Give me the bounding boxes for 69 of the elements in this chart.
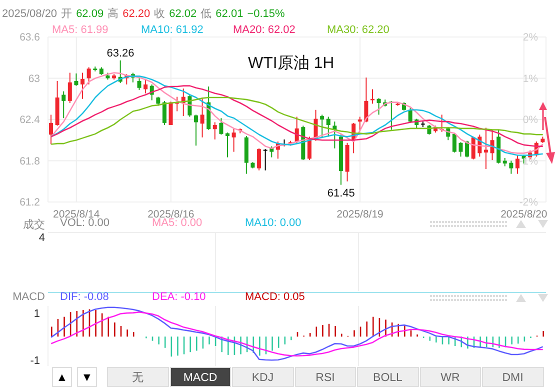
series-label: DIF: -0.08 <box>60 291 109 303</box>
candlestick <box>326 116 330 138</box>
y-tick-label: 1 <box>34 308 40 320</box>
line-series <box>50 96 544 145</box>
candlestick <box>212 122 217 140</box>
text: MA10: 61.92 <box>141 24 204 36</box>
candlestick <box>74 72 78 86</box>
candlestick <box>358 116 362 132</box>
y-tick-label: 61.8 <box>20 155 40 168</box>
text: BOLL <box>357 367 418 387</box>
text: DMI <box>482 367 544 387</box>
y-tick-label: 62.4 <box>20 114 40 126</box>
y-tick-label: -1 <box>30 355 40 368</box>
candlestick <box>137 78 142 90</box>
candlestick <box>144 78 148 94</box>
text: MACD: 0.05 <box>245 291 305 303</box>
text: WR <box>420 367 481 387</box>
text: 4 <box>38 232 45 244</box>
text: 成交 <box>23 218 45 232</box>
x-tick-label: 2025/8/20 <box>500 208 548 220</box>
candlestick <box>162 100 166 126</box>
y-tick-label: 61.2 <box>20 196 40 209</box>
candlestick <box>219 118 224 136</box>
annotation: 63.26 <box>106 47 134 60</box>
candlestick <box>452 132 456 153</box>
candlestick <box>257 148 262 171</box>
candlestick <box>465 140 470 158</box>
candlestick <box>364 77 368 123</box>
y2-tick-label: -1% <box>519 155 538 168</box>
candlestick <box>62 90 66 119</box>
text: WTI原油 1H <box>248 54 334 74</box>
candlestick <box>232 128 236 152</box>
candlestick <box>370 88 374 104</box>
candlestick <box>263 148 268 171</box>
y-tick-label: 63.6 <box>20 32 40 44</box>
candlestick <box>86 66 91 85</box>
text: MA20: 62.02 <box>233 24 296 36</box>
text: MA5: 61.99 <box>52 24 108 36</box>
candlestick <box>68 72 72 104</box>
candlestick <box>376 98 381 116</box>
series-label: DEA: -0.10 <box>152 291 206 303</box>
candlestick <box>168 101 173 126</box>
text: VOL: 0.00 <box>60 217 110 229</box>
x-tick-label: 2025/8/19 <box>336 208 384 220</box>
text: MA5: 0.00 <box>152 217 202 229</box>
candlestick <box>226 132 230 158</box>
text: KDJ <box>232 367 294 387</box>
text: MA30: 62.20 <box>327 24 390 36</box>
chart-title: MACD <box>12 291 45 303</box>
candlestick <box>200 97 204 138</box>
candlestick <box>509 160 514 174</box>
candlestick <box>484 127 488 170</box>
candlestick <box>80 72 85 100</box>
annotation: 61.45 <box>327 188 355 200</box>
text: 无 <box>107 367 168 387</box>
text: RSI <box>294 367 356 387</box>
candlestick <box>515 154 520 174</box>
y-tick-label: 63 <box>28 72 40 85</box>
text: MACD <box>170 367 231 387</box>
candlestick <box>320 114 324 139</box>
text: ▲ <box>52 367 72 387</box>
text: 2025/08/20 开 62.09 高 62.20 收 62.02 低 62.01 −0.15% <box>2 8 285 20</box>
candlestick <box>307 136 312 161</box>
text: ▼ <box>77 367 97 387</box>
candlestick <box>194 114 198 146</box>
text: MA10: 0.00 <box>245 217 302 229</box>
candlestick <box>458 142 463 158</box>
candlestick <box>270 146 274 158</box>
candlestick <box>49 114 53 145</box>
